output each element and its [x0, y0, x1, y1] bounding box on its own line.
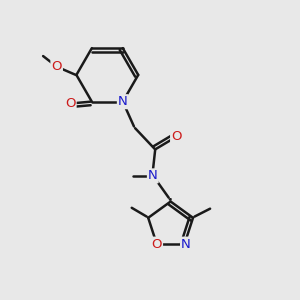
- Text: O: O: [171, 130, 181, 142]
- Text: N: N: [118, 95, 128, 108]
- Text: N: N: [181, 238, 191, 250]
- Text: N: N: [148, 169, 158, 182]
- Text: O: O: [51, 60, 62, 73]
- Text: O: O: [152, 238, 162, 250]
- Text: O: O: [65, 97, 76, 110]
